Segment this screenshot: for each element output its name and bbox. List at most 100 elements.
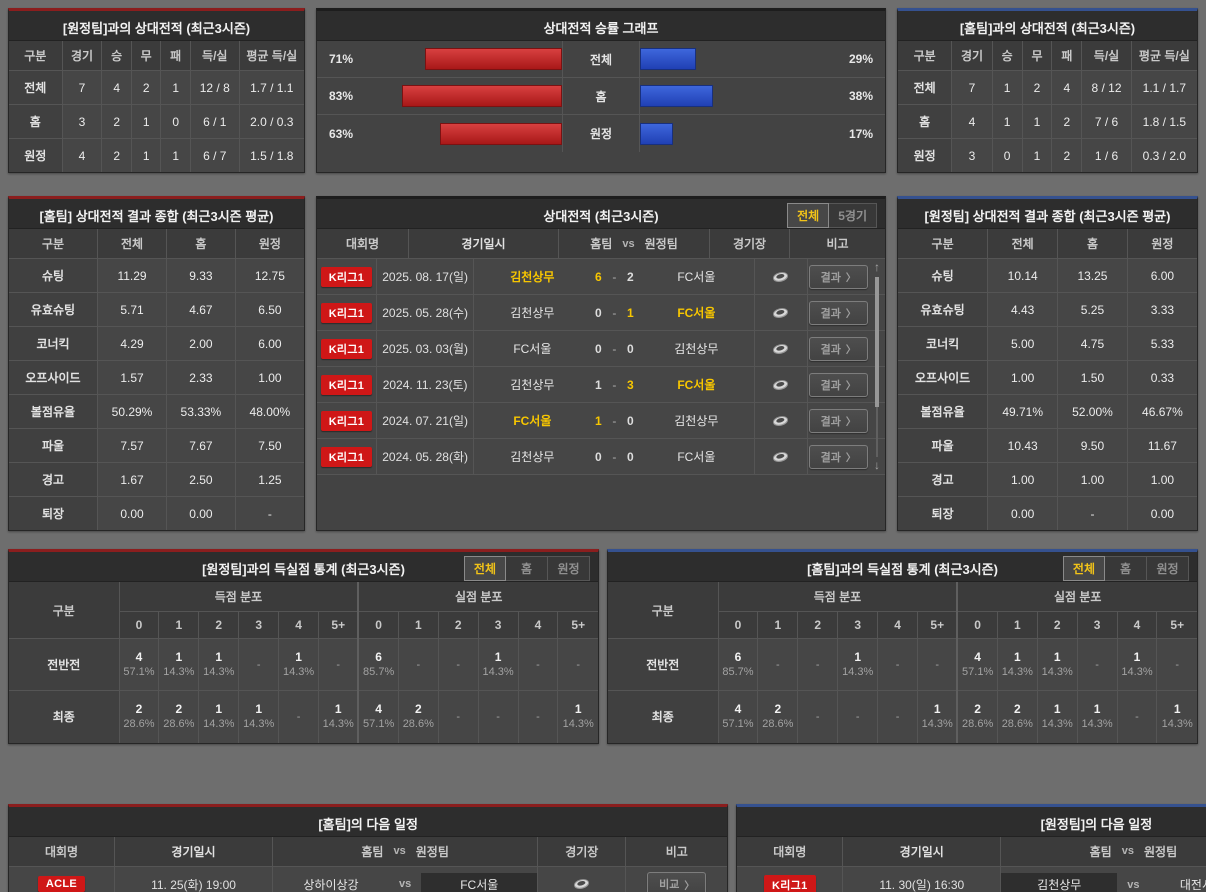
- vs-record-home-cell: 1: [1021, 138, 1053, 172]
- goal-stats-left-tab-전체[interactable]: 전체: [463, 556, 506, 581]
- home-score: 1: [595, 413, 602, 428]
- summary-home-cell: 0.00: [96, 496, 168, 530]
- scrollbar-thumb[interactable]: [875, 277, 879, 407]
- away-team-name: FC서울: [421, 872, 538, 892]
- summary-home-cell: 6.00: [234, 326, 304, 361]
- match-date: 2025. 03. 03(월): [377, 331, 475, 366]
- goal-stats-right-goal-count-header: 0: [956, 611, 998, 639]
- summary-home-row: 슈팅 11.29 9.33 12.75: [9, 258, 304, 293]
- goal-stats-left-row: 전반전 4 57.1% 1 14.3% 1 14.3% - 1 14.3% - 6 85.7% - - 1 14…: [9, 638, 598, 691]
- vs-record-home-cell: 2: [1051, 138, 1083, 172]
- summary-home-row: 파울 7.57 7.67 7.50: [9, 428, 304, 463]
- header-teams: 홈팀 vs 원정팀: [273, 837, 537, 866]
- goal-stats-right-tab-전체[interactable]: 전체: [1062, 556, 1105, 581]
- goal-stats-right-cell-percent: 28.6%: [962, 718, 994, 731]
- goal-stats-left-goal-count-header: 1: [397, 611, 439, 639]
- vs-record-away-header-cell: 무: [130, 41, 162, 71]
- goal-stats-right-cell-empty: -: [895, 658, 900, 671]
- stadium-icon[interactable]: [771, 270, 790, 284]
- summary-home: 구분 전체 홈 원정 슈팅 11.29 9.33 12.75 유효슈팅 5.71 4.67 6.50 코…: [9, 229, 304, 530]
- summary-home-cell: 1.00: [234, 360, 304, 395]
- summary-home-cell: 1.57: [96, 360, 168, 395]
- goal-stats-right-group-header: 득점 분포: [717, 582, 958, 612]
- stadium-icon[interactable]: [771, 306, 790, 320]
- away-bar-zone: [640, 115, 833, 152]
- goal-stats-right-cell: -: [837, 690, 879, 743]
- scroll-up-icon[interactable]: ↑: [874, 260, 880, 274]
- schedule-teams: 김천상무 vs 대전시티즌: [1001, 867, 1206, 892]
- vs-record-away-row: 전체 7 4 2 1 12 / 8 1.7 / 1.1: [9, 70, 304, 105]
- home-score: 1: [595, 377, 602, 392]
- goal-stats-left-cell: -: [557, 638, 598, 691]
- summary-away-cell: 9.50: [1057, 428, 1128, 463]
- match-row: K리그1 2025. 08. 17(일) 김천상무 6-2 FC서울 결과 〉: [317, 259, 885, 295]
- summary-home-row-label: 슈팅: [9, 258, 98, 293]
- match-teams: 김천상무 1-3 FC서울: [474, 367, 754, 402]
- away-team-name: 김천상무: [674, 414, 719, 428]
- goal-stats-left-cell-empty: -: [456, 658, 461, 671]
- goal-stats-left-cell-percent: 14.3%: [322, 718, 354, 731]
- result-button[interactable]: 결과 〉: [808, 408, 868, 433]
- goal-stats-left-tab-원정[interactable]: 원정: [548, 556, 590, 581]
- scroll-down-icon[interactable]: ↓: [874, 458, 880, 472]
- summary-away-cell: 0.00: [1126, 496, 1197, 530]
- away-score: 0: [627, 341, 634, 356]
- vs-record-home-row-label: 원정: [898, 138, 953, 172]
- match-teams: FC서울 1-0 김천상무: [474, 403, 754, 438]
- match-row: K리그1 2025. 05. 28(수) 김천상무 0-1 FC서울 결과 〉: [317, 295, 885, 331]
- scrollbar-track[interactable]: [875, 277, 879, 457]
- header-stadium: 경기장: [537, 836, 625, 866]
- summary-home-header-cell: 구분: [9, 229, 98, 259]
- stadium-icon[interactable]: [572, 877, 591, 891]
- panel-title: [원정팀] 상대전적 결과 종합 (최근3시즌 평균): [898, 199, 1197, 229]
- summary-away-cell: 5.00: [987, 326, 1059, 361]
- goal-stats-right-tab-원정[interactable]: 원정: [1147, 556, 1189, 581]
- goal-stats-left-cell-count: 2: [135, 702, 143, 717]
- result-button[interactable]: 결과 〉: [808, 444, 868, 469]
- goal-stats-right-cell-empty: -: [895, 710, 900, 723]
- vs-record-home-cell: 2: [1051, 104, 1083, 139]
- matches-tab-전체[interactable]: 전체: [787, 203, 830, 228]
- vs-record-home-row: 전체 7 1 2 4 8 / 12 1.1 / 1.7: [898, 70, 1197, 105]
- result-button[interactable]: 결과 〉: [808, 372, 868, 397]
- stadium-icon[interactable]: [771, 342, 790, 356]
- home-bar-zone: [369, 41, 562, 77]
- vs-record-home-cell: 1.8 / 1.5: [1130, 104, 1197, 139]
- stadium-icon[interactable]: [771, 378, 790, 392]
- summary-away-row-label: 유효슈팅: [898, 292, 989, 327]
- stadium-icon[interactable]: [771, 450, 790, 464]
- vs-record-away-row-label: 원정: [9, 138, 63, 172]
- goal-stats-right-cell-empty: -: [855, 710, 860, 723]
- vs-record-home-cell: 8 / 12: [1081, 70, 1132, 105]
- vs-record-away-cell: 6 / 1: [189, 104, 240, 139]
- summary-away-row: 슈팅 10.14 13.25 6.00: [898, 258, 1197, 293]
- goal-stats-right-cell: 1 14.3%: [996, 638, 1038, 691]
- goal-stats-right-cell-empty: -: [1135, 710, 1139, 723]
- goal-stats-left-goal-count-header: 4: [278, 611, 320, 639]
- goal-stats-right-row: 전반전 6 85.7% - -1 14.3% - -4 57.1% 1 14.3% 1 14.3% -1 1…: [608, 638, 1197, 691]
- scrollbar[interactable]: ↑ ↓: [870, 261, 884, 473]
- stadium-icon[interactable]: [771, 414, 790, 428]
- result-button[interactable]: 결과 〉: [808, 336, 868, 361]
- goal-stats-left-cell-percent: 28.6%: [163, 718, 195, 731]
- schedule-home-header-row: 대회명 경기일시 홈팀 vs 원정팀 경기장 비고: [9, 836, 728, 867]
- goal-stats-left-cell-empty: -: [296, 710, 301, 723]
- goal-stats-left-cell: -: [437, 690, 479, 743]
- goal-stats-left-label-col: 구분: [9, 582, 120, 639]
- compare-button[interactable]: 비교 〉: [647, 872, 707, 892]
- vs-record-home: 구분 경기 승 무 패 득/실 평균 득/실 전체 7 1 2 4 8 / 12 1.1 / 1.7 홈 4 1…: [898, 41, 1197, 172]
- goal-stats-right-cell: 2 28.6%: [996, 690, 1038, 743]
- match-stadium: [754, 259, 806, 294]
- result-button[interactable]: 결과 〉: [808, 264, 868, 289]
- goal-stats-left-tab-홈[interactable]: 홈: [506, 556, 548, 581]
- matches-tab-5경기[interactable]: 5경기: [829, 203, 877, 228]
- goal-stats-right-cell: 2 28.6%: [956, 690, 998, 743]
- goal-stats-right-tab-홈[interactable]: 홈: [1105, 556, 1147, 581]
- match-league: K리그1: [317, 439, 377, 474]
- away-team-name: FC서울: [677, 270, 716, 284]
- result-button[interactable]: 결과 〉: [808, 300, 868, 325]
- goal-stats-right-cell-count: 2: [1013, 702, 1021, 717]
- goal-stats-right-goal-count-header: 1: [757, 611, 799, 639]
